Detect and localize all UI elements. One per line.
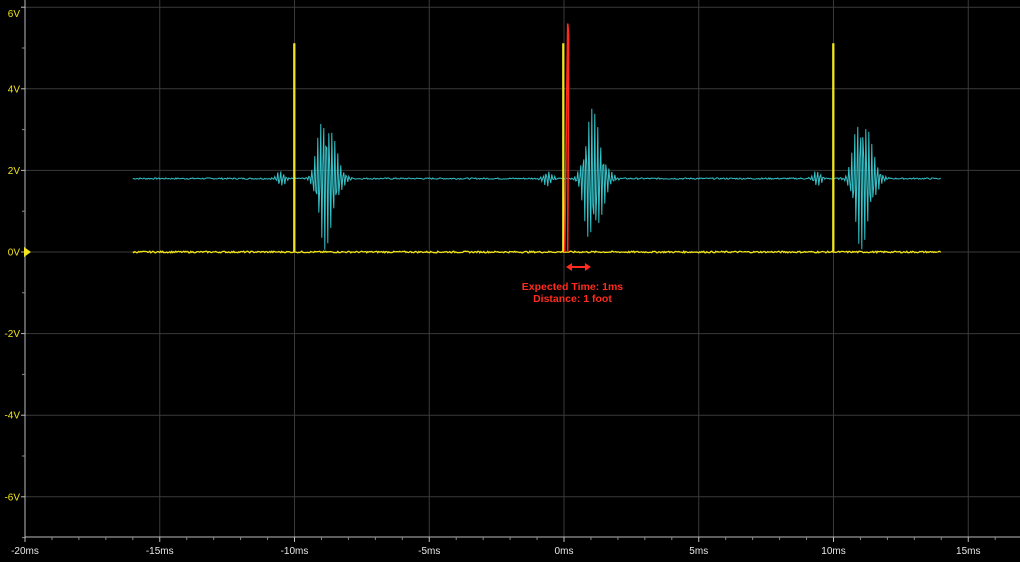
y-tick-label: 2V — [8, 166, 21, 177]
arrow-head-left — [566, 263, 572, 271]
y-tick-label: 4V — [8, 84, 21, 95]
echo-signal-trace — [132, 108, 942, 250]
y-tick-label: -4V — [4, 411, 20, 422]
x-tick-label: -5ms — [418, 546, 440, 557]
x-tick-label: 0ms — [555, 546, 574, 557]
expected-time-label: Expected Time: 1ms — [522, 281, 624, 293]
expected-time-arrow — [566, 263, 591, 271]
expected-echo-marker — [563, 23, 570, 253]
x-tick-label: -15ms — [146, 546, 174, 557]
x-tick-label: -10ms — [281, 546, 309, 557]
x-tick-label: 5ms — [689, 546, 708, 557]
x-tick-label: -20ms — [11, 546, 39, 557]
y-tick-label: 0V — [8, 248, 21, 259]
y-tick-label: 6V — [8, 9, 21, 20]
x-tick-label: 10ms — [821, 546, 845, 557]
y-tick-label: -6V — [4, 492, 20, 503]
distance-label: Distance: 1 foot — [533, 293, 612, 305]
axis-ticks: 6V 4V 2V 0V -2V -4V -6V -20ms -15ms -10ms -5ms 0ms 5… — [4, 6, 996, 557]
x-tick-label: 15ms — [956, 546, 980, 557]
trigger-pulse-trace — [132, 43, 942, 254]
trigger-level-marker[interactable] — [24, 247, 31, 257]
y-tick-label: -2V — [4, 329, 20, 340]
arrow-head-right — [584, 263, 591, 271]
axes — [24, 0, 1020, 538]
